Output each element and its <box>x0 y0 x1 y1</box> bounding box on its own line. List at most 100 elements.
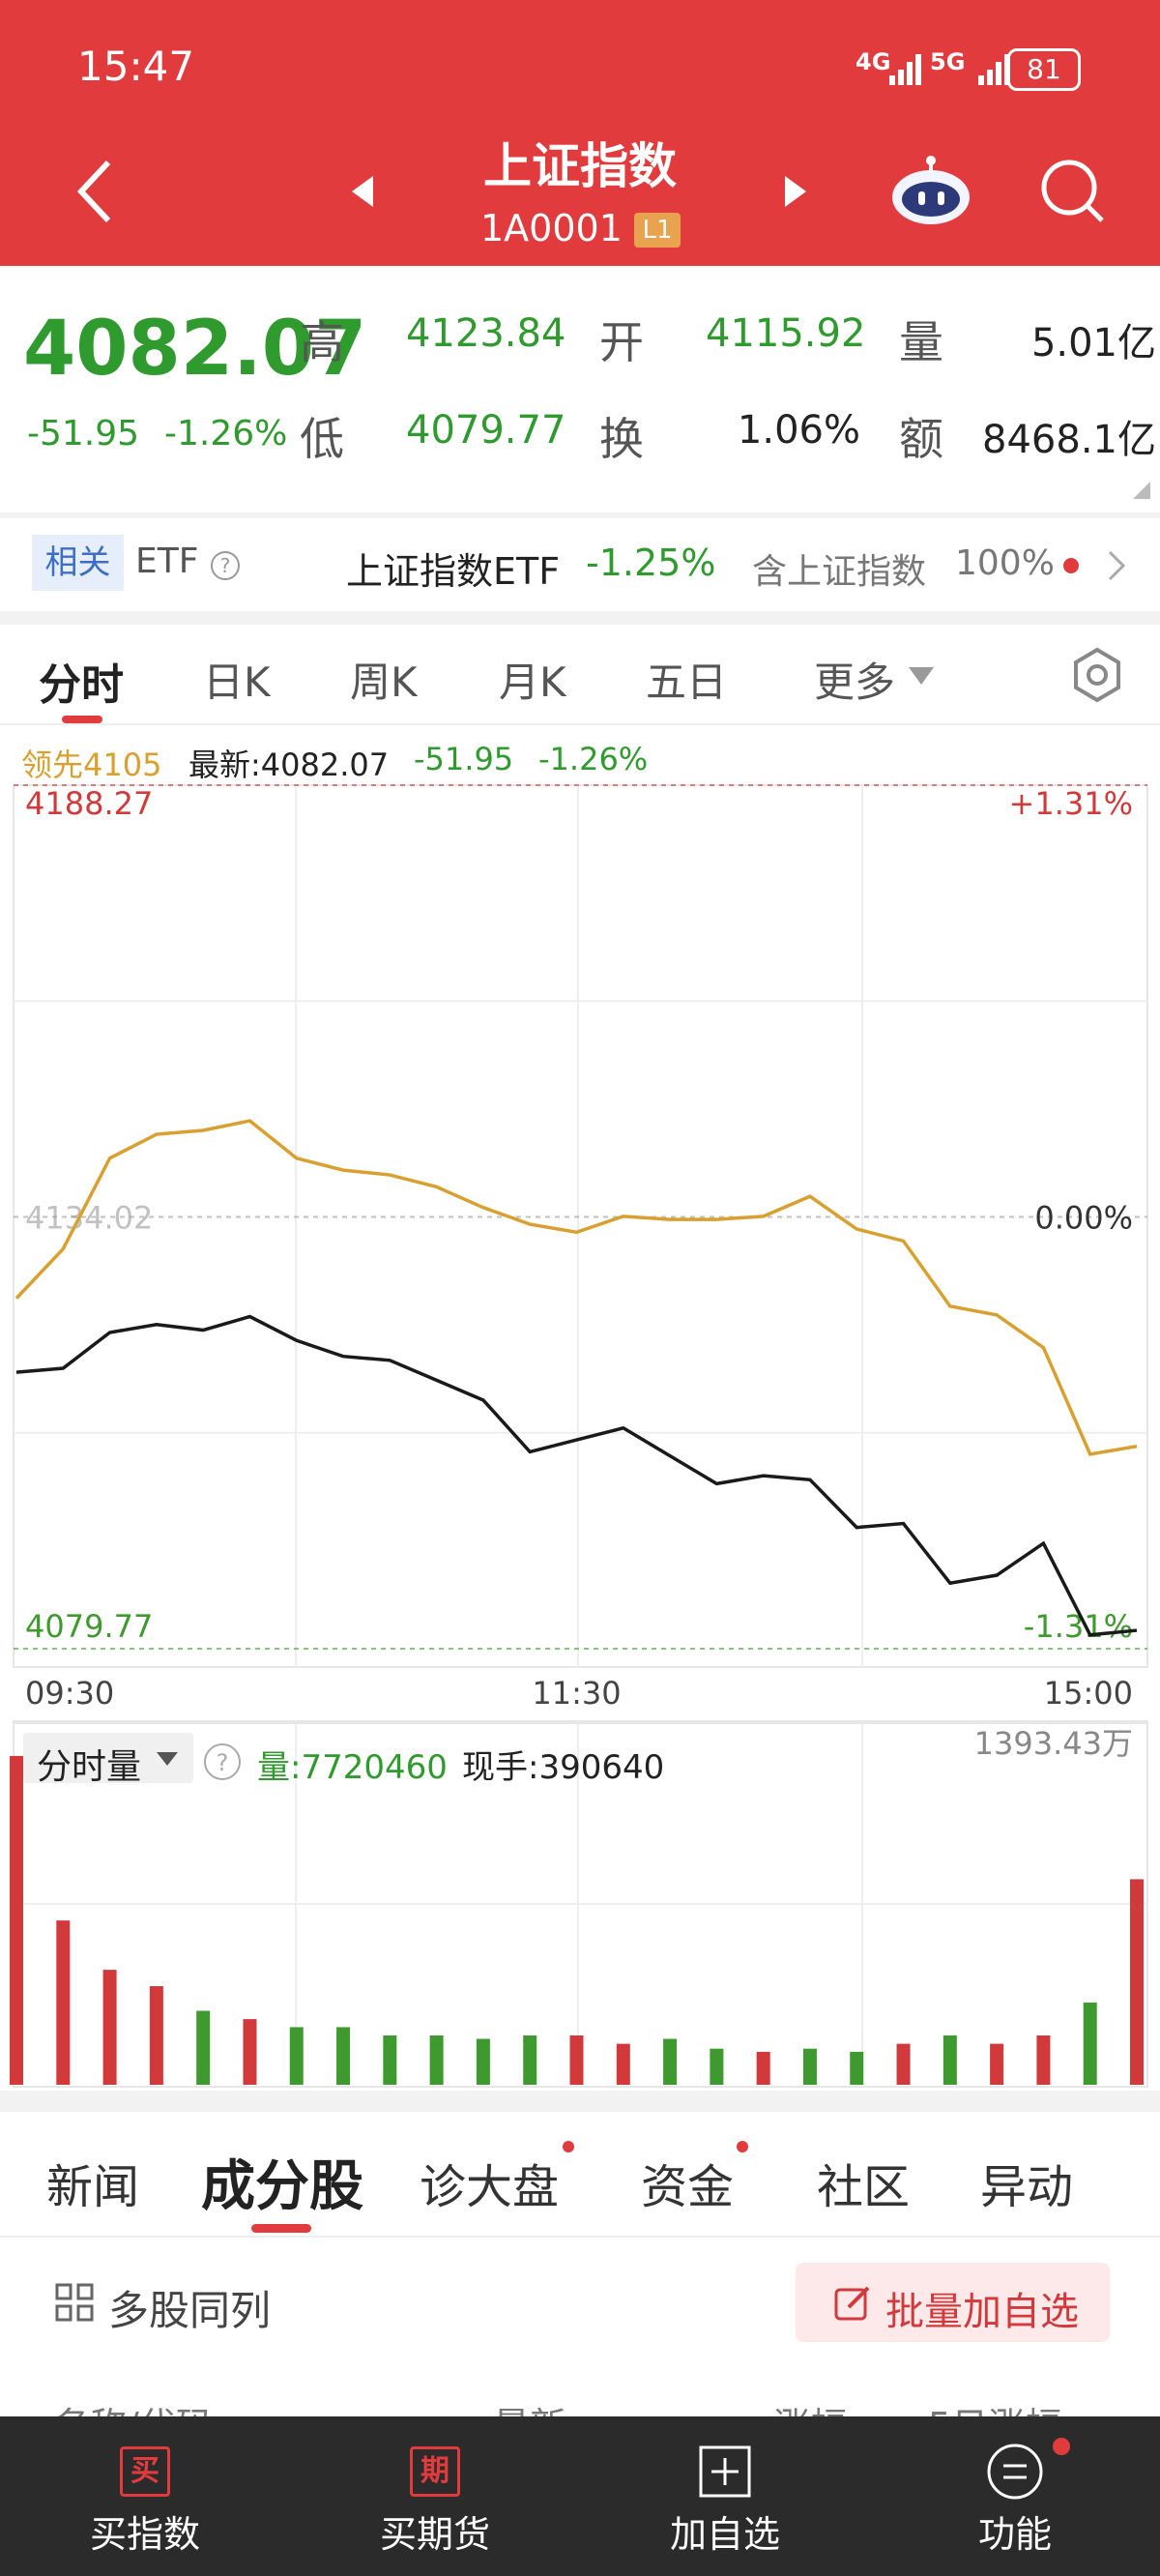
network: 5G <box>930 48 966 75</box>
section-tab[interactable]: 社区 <box>817 2160 911 2214</box>
multi-list-label[interactable]: 多股同列 <box>108 2287 272 2334</box>
volume-bar <box>850 2051 864 2085</box>
field-value: 1.06% <box>737 408 860 453</box>
etf-label: ETF <box>135 542 199 581</box>
next-button[interactable] <box>781 174 810 209</box>
network: 4G <box>856 48 891 75</box>
status-time: 15:47 <box>77 43 195 90</box>
legend-change: -51.95 <box>414 741 514 777</box>
bottom-nav <box>0 2416 1160 2576</box>
field-label: 高 <box>300 316 344 368</box>
volume-bar <box>429 2035 444 2085</box>
divider <box>0 723 1160 725</box>
divider <box>0 2091 1160 2112</box>
section-tab[interactable]: 诊大盘 <box>420 2160 560 2214</box>
volume-bar <box>569 2035 584 2085</box>
nav-item[interactable]: 买期货 <box>379 2513 490 2556</box>
field-value: 4123.84 <box>406 311 566 356</box>
field-label: 低 <box>300 413 344 465</box>
tab[interactable]: 更多 <box>814 659 896 706</box>
nav-icon <box>699 2445 751 2498</box>
volume-bar <box>1083 2002 1097 2085</box>
volume-bar <box>289 2027 304 2085</box>
volume-bar <box>336 2027 351 2085</box>
holding-label: 含上证指数 <box>752 552 927 592</box>
etf-more[interactable] <box>1059 546 1137 585</box>
field-label: 开 <box>599 316 644 368</box>
section-tab[interactable]: 成分股 <box>201 2155 363 2218</box>
volume-bar <box>896 2043 911 2085</box>
prev-button[interactable] <box>348 174 377 209</box>
robot-icon[interactable] <box>889 155 972 228</box>
volume-bar <box>942 2035 957 2085</box>
tab[interactable]: 五日 <box>646 659 728 706</box>
svg-text:?: ? <box>217 1749 229 1776</box>
volume-bar <box>663 2038 678 2085</box>
legend-entry: 最新:4082.07 <box>188 746 390 783</box>
volume-bar <box>710 2048 724 2085</box>
batch-add-button[interactable] <box>796 2263 1110 2342</box>
volume-bar <box>10 1755 23 2085</box>
volume-bar <box>523 2035 537 2085</box>
price-line <box>14 1119 1138 1456</box>
field-value: 5.01亿 <box>1030 321 1156 366</box>
volume-total: 量:7720460 <box>257 1748 448 1787</box>
batch-add-text: 批量加自选 <box>885 2290 1079 2334</box>
tab[interactable]: 周K <box>350 659 418 706</box>
nav-icon <box>987 2438 1070 2500</box>
field-label: 额 <box>899 413 943 465</box>
dropdown-arrow[interactable] <box>907 663 936 688</box>
section-tab[interactable]: 资金 <box>641 2160 735 2214</box>
help-icon[interactable]: ? <box>209 549 242 582</box>
volume-title: 分时量 <box>37 1747 142 1787</box>
volume-bar <box>102 1970 117 2085</box>
section-tab[interactable]: 异动 <box>980 2160 1074 2214</box>
y2-tick-label: +1.31% <box>1009 785 1133 822</box>
expand-corner[interactable] <box>1131 480 1152 501</box>
volume-bar <box>1130 1879 1144 2085</box>
etf-name[interactable]: 上证指数ETF <box>346 550 561 593</box>
battery: 81 <box>1007 48 1081 91</box>
grid-icon <box>55 2283 94 2322</box>
tab[interactable]: 分时 <box>39 660 124 710</box>
volume-bar <box>756 2051 770 2085</box>
x-tick-label: 15:00 <box>1044 1675 1133 1712</box>
y-tick-label: 4079.77 <box>25 1608 153 1645</box>
y-tick-label: 1393.43万 <box>974 1725 1133 1762</box>
nav-item[interactable]: 加自选 <box>669 2513 780 2556</box>
field-label: 量 <box>899 316 943 368</box>
price-line <box>15 1314 1138 1637</box>
dropdown-arrow[interactable] <box>155 1748 180 1770</box>
volume-bar <box>802 2048 817 2085</box>
back-button[interactable] <box>68 155 126 232</box>
y-tick-label: 4134.02 <box>25 1200 153 1237</box>
nav-item[interactable]: 买指数 <box>89 2513 200 2556</box>
volume-bar <box>616 2043 630 2085</box>
divider <box>0 512 1160 518</box>
title: 上证指数 <box>483 138 677 194</box>
settings-icon[interactable] <box>1068 646 1126 704</box>
x-tick-label: 09:30 <box>25 1675 114 1712</box>
holding-value: 100% <box>955 543 1055 583</box>
tab[interactable]: 月K <box>499 659 566 706</box>
field-label: 换 <box>599 413 644 465</box>
section-tab[interactable]: 新闻 <box>46 2160 140 2214</box>
code: 1A0001 <box>480 207 623 249</box>
volume-bar <box>990 2043 1004 2085</box>
volume-bar <box>56 1920 71 2085</box>
tab[interactable]: 日K <box>203 659 271 706</box>
nav-item[interactable]: 功能 <box>977 2513 1052 2556</box>
change-pct: -1.26% <box>164 414 288 454</box>
legend-change-pct: -1.26% <box>538 741 649 777</box>
divider <box>0 611 1160 625</box>
help-icon[interactable]: ? <box>201 1741 244 1783</box>
x-tick-label: 11:30 <box>532 1675 621 1712</box>
current-hand: 现手:390640 <box>462 1748 665 1787</box>
y2-tick-label: 0.00% <box>1034 1200 1133 1237</box>
plot-frame <box>13 784 1148 1668</box>
volume-bar <box>476 2038 490 2085</box>
volume-bar <box>196 2010 211 2085</box>
search-button[interactable] <box>1038 157 1106 224</box>
legend-entry: 领先4105 <box>21 746 162 783</box>
badge-dot <box>737 2141 748 2152</box>
